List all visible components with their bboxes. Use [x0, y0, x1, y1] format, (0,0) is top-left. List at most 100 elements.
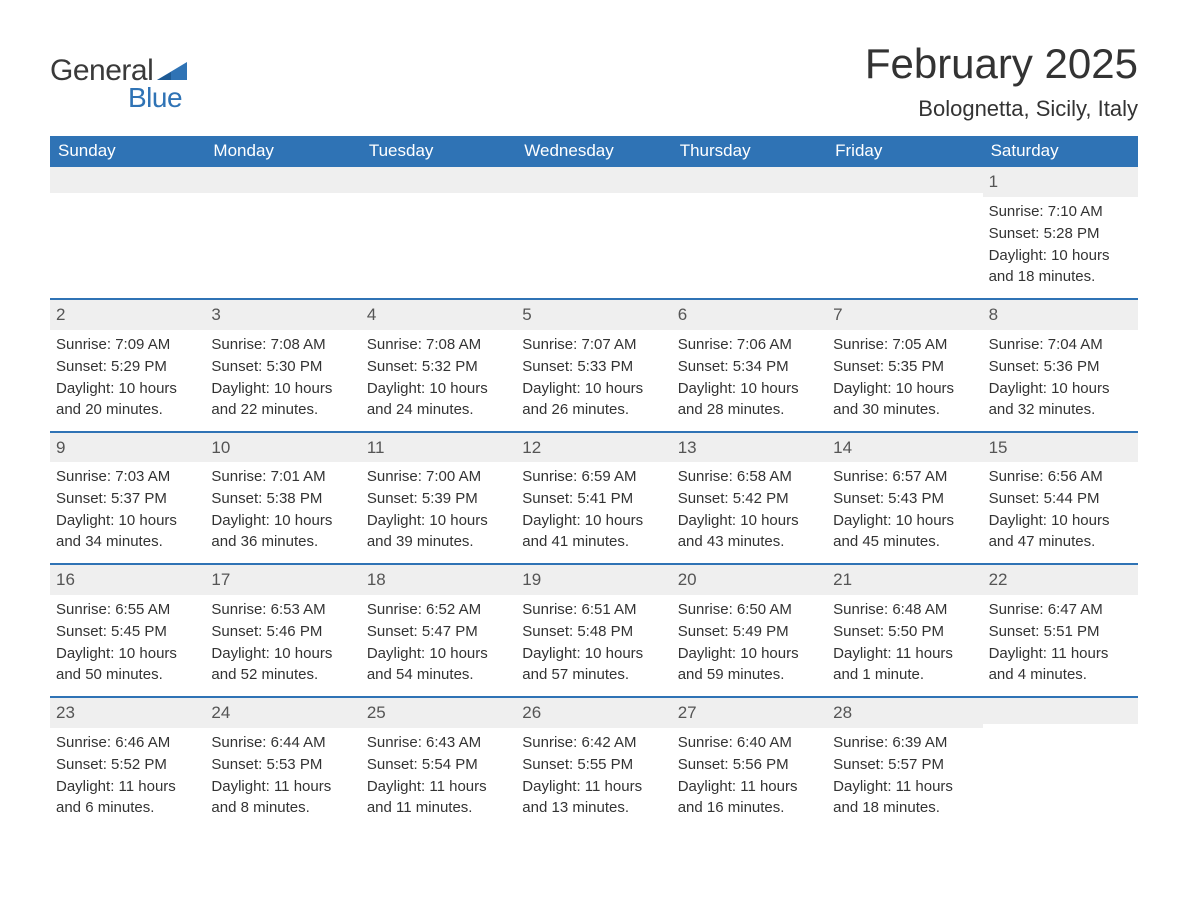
day-cell: 17Sunrise: 6:53 AMSunset: 5:46 PMDayligh… [205, 565, 360, 696]
weekday-header: Saturday [983, 136, 1138, 167]
sunrise-line: Sunrise: 7:05 AM [833, 334, 976, 355]
calendar: SundayMondayTuesdayWednesdayThursdayFrid… [50, 136, 1138, 829]
sunrise-line: Sunrise: 7:06 AM [678, 334, 821, 355]
day-body: Sunrise: 7:05 AMSunset: 5:35 PMDaylight:… [827, 330, 982, 431]
day-body [50, 193, 205, 283]
day-cell-empty [361, 167, 516, 298]
week-row: 9Sunrise: 7:03 AMSunset: 5:37 PMDaylight… [50, 431, 1138, 564]
sunset-line: Sunset: 5:43 PM [833, 488, 976, 509]
day-number: 10 [205, 433, 360, 463]
day-cell: 26Sunrise: 6:42 AMSunset: 5:55 PMDayligh… [516, 698, 671, 829]
day-body: Sunrise: 6:53 AMSunset: 5:46 PMDaylight:… [205, 595, 360, 696]
daylight-line: Daylight: 10 hours and 57 minutes. [522, 643, 665, 685]
day-number: 23 [50, 698, 205, 728]
day-number: 22 [983, 565, 1138, 595]
day-number [50, 167, 205, 193]
day-cell: 5Sunrise: 7:07 AMSunset: 5:33 PMDaylight… [516, 300, 671, 431]
day-cell: 9Sunrise: 7:03 AMSunset: 5:37 PMDaylight… [50, 433, 205, 564]
day-number: 24 [205, 698, 360, 728]
day-body [672, 193, 827, 283]
day-cell: 3Sunrise: 7:08 AMSunset: 5:30 PMDaylight… [205, 300, 360, 431]
day-cell: 28Sunrise: 6:39 AMSunset: 5:57 PMDayligh… [827, 698, 982, 829]
day-cell: 4Sunrise: 7:08 AMSunset: 5:32 PMDaylight… [361, 300, 516, 431]
day-body: Sunrise: 6:51 AMSunset: 5:48 PMDaylight:… [516, 595, 671, 696]
day-body: Sunrise: 6:58 AMSunset: 5:42 PMDaylight:… [672, 462, 827, 563]
day-body [983, 724, 1138, 814]
weeks-container: 1Sunrise: 7:10 AMSunset: 5:28 PMDaylight… [50, 167, 1138, 829]
day-number: 25 [361, 698, 516, 728]
sunset-line: Sunset: 5:32 PM [367, 356, 510, 377]
day-number: 14 [827, 433, 982, 463]
sunset-line: Sunset: 5:29 PM [56, 356, 199, 377]
sunrise-line: Sunrise: 6:53 AM [211, 599, 354, 620]
day-body: Sunrise: 7:08 AMSunset: 5:30 PMDaylight:… [205, 330, 360, 431]
sunrise-line: Sunrise: 7:04 AM [989, 334, 1132, 355]
day-number: 4 [361, 300, 516, 330]
daylight-line: Daylight: 10 hours and 39 minutes. [367, 510, 510, 552]
day-number: 27 [672, 698, 827, 728]
day-body: Sunrise: 7:09 AMSunset: 5:29 PMDaylight:… [50, 330, 205, 431]
logo: General Blue [50, 40, 187, 114]
sunset-line: Sunset: 5:44 PM [989, 488, 1132, 509]
day-cell-empty [516, 167, 671, 298]
sunrise-line: Sunrise: 6:44 AM [211, 732, 354, 753]
daylight-line: Daylight: 10 hours and 59 minutes. [678, 643, 821, 685]
day-cell: 1Sunrise: 7:10 AMSunset: 5:28 PMDaylight… [983, 167, 1138, 298]
sunset-line: Sunset: 5:41 PM [522, 488, 665, 509]
day-cell-empty [205, 167, 360, 298]
daylight-line: Daylight: 10 hours and 28 minutes. [678, 378, 821, 420]
day-number: 19 [516, 565, 671, 595]
daylight-line: Daylight: 10 hours and 30 minutes. [833, 378, 976, 420]
daylight-line: Daylight: 10 hours and 45 minutes. [833, 510, 976, 552]
day-cell: 15Sunrise: 6:56 AMSunset: 5:44 PMDayligh… [983, 433, 1138, 564]
day-number [827, 167, 982, 193]
sunrise-line: Sunrise: 7:03 AM [56, 466, 199, 487]
day-cell: 6Sunrise: 7:06 AMSunset: 5:34 PMDaylight… [672, 300, 827, 431]
weekday-header: Monday [205, 136, 360, 167]
day-cell: 18Sunrise: 6:52 AMSunset: 5:47 PMDayligh… [361, 565, 516, 696]
day-body: Sunrise: 7:01 AMSunset: 5:38 PMDaylight:… [205, 462, 360, 563]
sunrise-line: Sunrise: 7:01 AM [211, 466, 354, 487]
day-cell: 16Sunrise: 6:55 AMSunset: 5:45 PMDayligh… [50, 565, 205, 696]
day-number: 28 [827, 698, 982, 728]
day-cell: 22Sunrise: 6:47 AMSunset: 5:51 PMDayligh… [983, 565, 1138, 696]
sunset-line: Sunset: 5:36 PM [989, 356, 1132, 377]
daylight-line: Daylight: 11 hours and 16 minutes. [678, 776, 821, 818]
day-body: Sunrise: 7:08 AMSunset: 5:32 PMDaylight:… [361, 330, 516, 431]
daylight-line: Daylight: 10 hours and 36 minutes. [211, 510, 354, 552]
daylight-line: Daylight: 10 hours and 41 minutes. [522, 510, 665, 552]
sunrise-line: Sunrise: 7:08 AM [367, 334, 510, 355]
sunset-line: Sunset: 5:33 PM [522, 356, 665, 377]
day-number: 15 [983, 433, 1138, 463]
day-body: Sunrise: 6:39 AMSunset: 5:57 PMDaylight:… [827, 728, 982, 829]
weekday-header-row: SundayMondayTuesdayWednesdayThursdayFrid… [50, 136, 1138, 167]
day-number [516, 167, 671, 193]
sunrise-line: Sunrise: 6:52 AM [367, 599, 510, 620]
daylight-line: Daylight: 10 hours and 32 minutes. [989, 378, 1132, 420]
day-cell-empty [827, 167, 982, 298]
day-body: Sunrise: 6:47 AMSunset: 5:51 PMDaylight:… [983, 595, 1138, 696]
day-body: Sunrise: 6:55 AMSunset: 5:45 PMDaylight:… [50, 595, 205, 696]
sunrise-line: Sunrise: 7:09 AM [56, 334, 199, 355]
daylight-line: Daylight: 10 hours and 43 minutes. [678, 510, 821, 552]
day-number: 3 [205, 300, 360, 330]
day-number: 21 [827, 565, 982, 595]
day-number [983, 698, 1138, 724]
day-number: 12 [516, 433, 671, 463]
daylight-line: Daylight: 11 hours and 13 minutes. [522, 776, 665, 818]
sunrise-line: Sunrise: 6:51 AM [522, 599, 665, 620]
daylight-line: Daylight: 10 hours and 22 minutes. [211, 378, 354, 420]
daylight-line: Daylight: 11 hours and 8 minutes. [211, 776, 354, 818]
weekday-header: Friday [827, 136, 982, 167]
day-number: 2 [50, 300, 205, 330]
day-body [205, 193, 360, 283]
sunset-line: Sunset: 5:34 PM [678, 356, 821, 377]
sunrise-line: Sunrise: 6:55 AM [56, 599, 199, 620]
day-cell: 25Sunrise: 6:43 AMSunset: 5:54 PMDayligh… [361, 698, 516, 829]
daylight-line: Daylight: 11 hours and 11 minutes. [367, 776, 510, 818]
sunset-line: Sunset: 5:35 PM [833, 356, 976, 377]
sunset-line: Sunset: 5:42 PM [678, 488, 821, 509]
day-number: 20 [672, 565, 827, 595]
week-row: 2Sunrise: 7:09 AMSunset: 5:29 PMDaylight… [50, 298, 1138, 431]
sunrise-line: Sunrise: 7:07 AM [522, 334, 665, 355]
